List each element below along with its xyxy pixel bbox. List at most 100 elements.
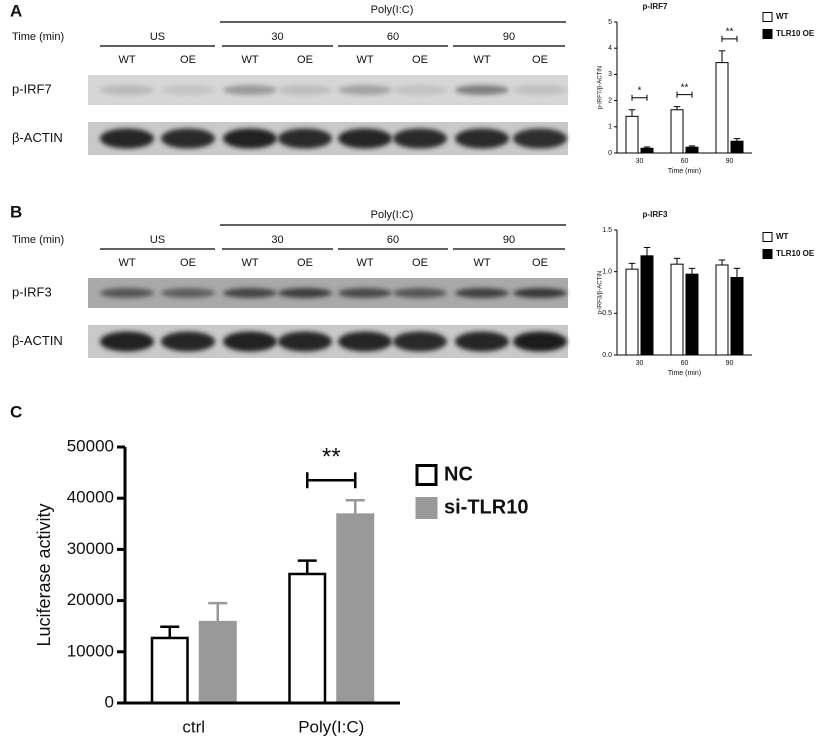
y-tick-label: 30000 (67, 539, 114, 558)
blot-band (100, 128, 154, 149)
y-tick-label: 0 (608, 150, 612, 157)
y-tick-label: 1 (608, 124, 612, 131)
blot-band (278, 288, 332, 298)
y-axis-label: p-IRF3/β-ACTIN (598, 271, 604, 314)
blot-band (455, 288, 509, 298)
lane-label: OE (180, 257, 196, 269)
lane-label: OE (412, 54, 428, 66)
legend-swatch (415, 464, 438, 486)
group-label: 90 (503, 31, 515, 43)
bar (670, 263, 684, 356)
panel-label: A (10, 1, 22, 20)
significance-label: ** (681, 82, 689, 93)
group-label: 30 (271, 31, 283, 43)
lane-label: WT (473, 257, 490, 269)
significance-label: * (638, 85, 642, 96)
legend-label: si-TLR10 (444, 496, 528, 518)
blot-band (513, 128, 567, 149)
chart-title: p-IRF7 (643, 2, 668, 11)
group-label: 60 (387, 234, 399, 246)
time-label: Time (min) (12, 31, 64, 43)
blot-band (278, 128, 332, 149)
blot-band (338, 85, 392, 95)
blot-band (393, 85, 447, 95)
bar (640, 255, 654, 356)
bar (640, 147, 654, 154)
blot-band (278, 331, 332, 352)
blot-band (161, 288, 215, 298)
legend-swatch (762, 249, 773, 259)
bar (715, 264, 729, 356)
y-tick-label: 1.0 (602, 269, 612, 276)
legend-label: NC (444, 463, 473, 485)
chart-title: p-IRF3 (643, 210, 668, 219)
blot-band (278, 85, 332, 95)
x-tick-label: Poly(I:C) (298, 717, 364, 736)
time-label: Time (min) (12, 234, 64, 246)
legend-label: WT (776, 12, 789, 21)
bar (198, 620, 237, 705)
significance-label: ** (726, 26, 734, 37)
blot-band (223, 128, 277, 149)
group-label: 30 (271, 234, 283, 246)
bar (730, 140, 744, 154)
y-axis-label: p-IRF7/β-ACTIN (598, 66, 604, 109)
blot-band (393, 128, 447, 149)
group-label: 90 (503, 234, 515, 246)
x-tick-label: 90 (726, 360, 734, 367)
lane-label: OE (297, 54, 313, 66)
blot-band (455, 331, 509, 352)
y-tick-label: 0 (105, 692, 114, 711)
legend-swatch (762, 12, 773, 22)
lane-label: OE (412, 257, 428, 269)
header-label: Poly(I:C) (371, 4, 414, 16)
y-tick-label: 4 (608, 45, 612, 52)
y-tick-label: 50000 (67, 436, 114, 455)
x-tick-label: 30 (636, 158, 644, 165)
x-tick-label: 30 (636, 360, 644, 367)
y-tick-label: 20000 (67, 590, 114, 609)
lane-label: WT (118, 257, 135, 269)
blot-band (223, 288, 277, 298)
row-label: p-IRF3 (12, 284, 52, 299)
bar (288, 572, 327, 705)
blot-band (338, 288, 392, 298)
bar (625, 115, 639, 154)
legend-swatch (762, 29, 773, 39)
significance-label: ** (322, 444, 341, 471)
x-tick-label: 90 (726, 158, 734, 165)
significance-bracket (721, 35, 738, 42)
x-axis-label: Time (min) (668, 370, 701, 377)
panel-label: B (10, 202, 22, 221)
lane-label: OE (180, 54, 196, 66)
legend-label: TLR10 OE (776, 29, 815, 38)
lane-label: WT (241, 257, 258, 269)
bar (625, 268, 639, 356)
blot-band (455, 85, 509, 95)
bar (730, 277, 744, 356)
lane-label: OE (532, 257, 548, 269)
y-tick-label: 1.5 (602, 227, 612, 234)
blot-band (455, 128, 509, 149)
row-label: β-ACTIN (12, 130, 63, 145)
legend-swatch (762, 232, 773, 242)
lane-label: WT (241, 54, 258, 66)
bar (685, 146, 699, 154)
significance-bracket (306, 472, 357, 489)
lane-label: OE (297, 257, 313, 269)
blot-band (338, 128, 392, 149)
legend-label: WT (776, 232, 789, 241)
bar (336, 513, 375, 705)
blot-band (513, 85, 567, 95)
y-tick-label: 2 (608, 97, 612, 104)
y-tick-label: 40000 (67, 488, 114, 507)
blot-band (100, 288, 154, 298)
x-tick-label: 60 (681, 360, 689, 367)
blot-band (513, 288, 567, 298)
lane-label: WT (356, 54, 373, 66)
x-tick-label: ctrl (182, 717, 205, 736)
bar (150, 636, 189, 705)
lane-label: WT (118, 54, 135, 66)
legend-label: TLR10 OE (776, 249, 815, 258)
group-label: US (150, 234, 165, 246)
